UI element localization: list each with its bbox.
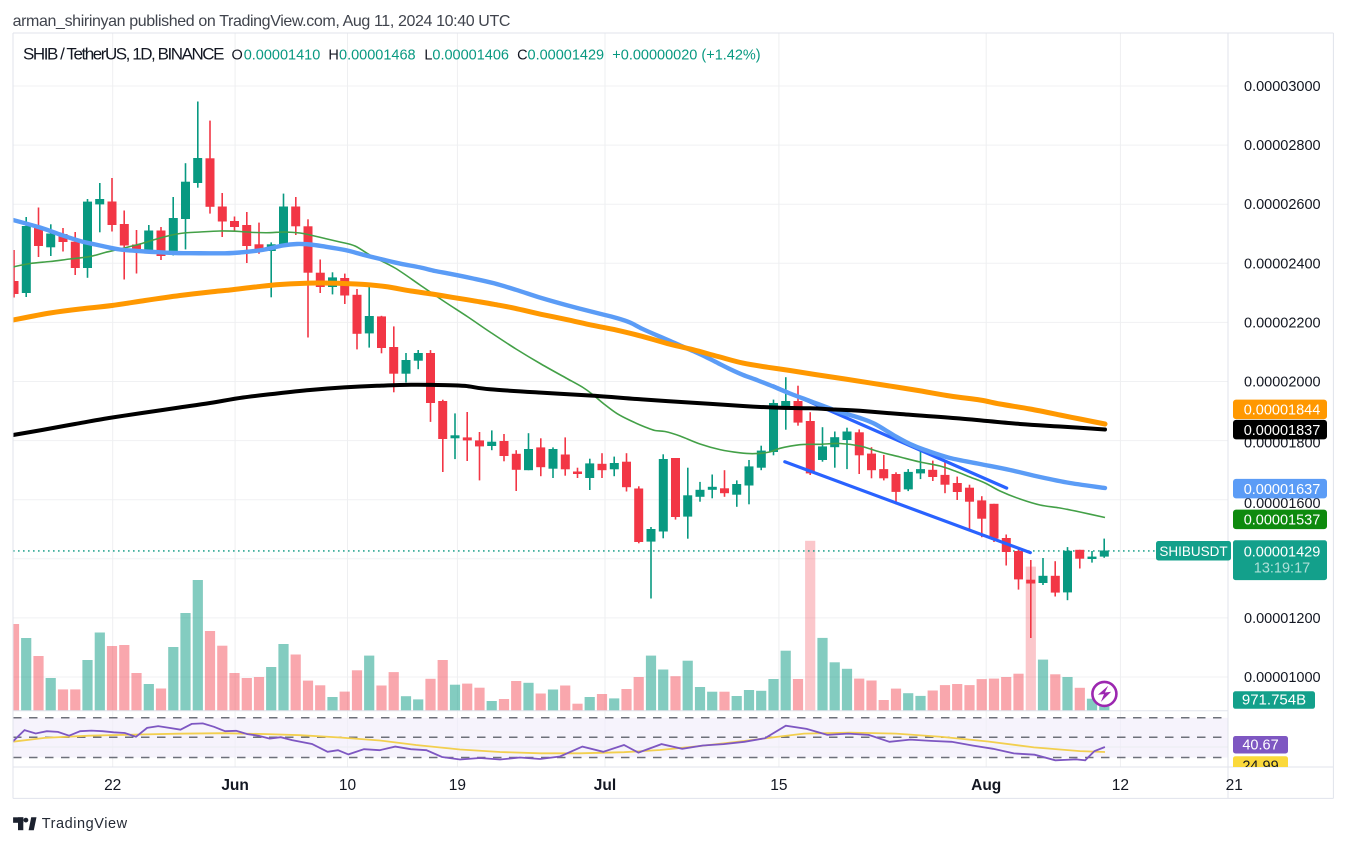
svg-text:0.00001429: 0.00001429 [528, 48, 605, 64]
svg-text:0.00001429: 0.00001429 [1244, 545, 1321, 561]
svg-text:19: 19 [449, 777, 466, 794]
svg-text:0.00001000: 0.00001000 [1244, 670, 1321, 686]
svg-text:24.99: 24.99 [1242, 758, 1278, 774]
svg-text:40.67: 40.67 [1242, 738, 1278, 754]
svg-text:0.00001800: 0.00001800 [1244, 436, 1321, 452]
svg-text:arman_shirinyan published on T: arman_shirinyan published on TradingView… [13, 13, 510, 30]
svg-text:15: 15 [770, 777, 787, 794]
svg-text:0.00001468: 0.00001468 [339, 48, 416, 64]
svg-text:Aug: Aug [971, 777, 1001, 794]
svg-text:SHIB / TetherUS, 1D, BINANCE: SHIB / TetherUS, 1D, BINANCE [23, 45, 224, 64]
svg-text:Jul: Jul [594, 777, 616, 794]
svg-text:0.00001537: 0.00001537 [1244, 513, 1321, 529]
svg-text:0.00001844: 0.00001844 [1244, 403, 1321, 419]
svg-text:0.00001600: 0.00001600 [1244, 496, 1321, 512]
svg-text:L: L [424, 48, 432, 64]
svg-text:TradingView: TradingView [42, 816, 128, 832]
svg-text:0.00001637: 0.00001637 [1244, 482, 1321, 498]
svg-text:22: 22 [104, 777, 121, 794]
svg-text:0.00003000: 0.00003000 [1244, 79, 1321, 95]
svg-text:H: H [328, 48, 338, 64]
svg-text:C: C [517, 48, 527, 64]
svg-text:SHIBUSDT: SHIBUSDT [1159, 544, 1227, 559]
svg-text:13:19:17: 13:19:17 [1254, 561, 1310, 577]
svg-text:12: 12 [1112, 777, 1129, 794]
svg-text:0.00002200: 0.00002200 [1244, 315, 1321, 331]
svg-text:0.00002400: 0.00002400 [1244, 256, 1321, 272]
svg-text:O: O [232, 48, 243, 64]
svg-text:Jun: Jun [221, 777, 249, 794]
svg-text:0.00001406: 0.00001406 [432, 48, 509, 64]
svg-text:21: 21 [1226, 777, 1243, 794]
svg-text:0.00002000: 0.00002000 [1244, 375, 1321, 391]
svg-text:0.00002800: 0.00002800 [1244, 138, 1321, 154]
svg-text:10: 10 [339, 777, 357, 794]
svg-text:0.00001200: 0.00001200 [1244, 611, 1321, 627]
svg-text:0.00001837: 0.00001837 [1244, 423, 1321, 439]
svg-text:+0.00000020 (+1.42%): +0.00000020 (+1.42%) [612, 48, 760, 64]
svg-text:0.00002600: 0.00002600 [1244, 197, 1321, 213]
svg-text:971.754B: 971.754B [1242, 692, 1306, 709]
svg-text:0.00001410: 0.00001410 [244, 48, 321, 64]
